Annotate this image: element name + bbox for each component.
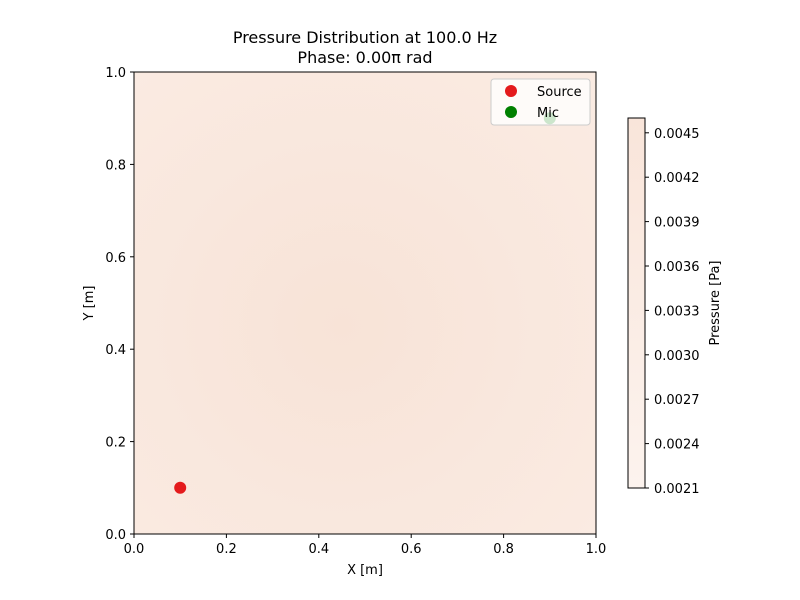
colorbar-tick-label: 0.0045	[654, 127, 700, 142]
y-tick-label: 0.0	[105, 528, 126, 543]
colorbar-tick-label: 0.0024	[654, 438, 700, 453]
legend-source-marker	[505, 85, 517, 97]
pressure-field	[134, 72, 596, 534]
y-tick-label: 0.4	[105, 343, 126, 358]
colorbar-tick-label: 0.0021	[654, 482, 700, 497]
y-tick-label: 1.0	[105, 66, 126, 81]
y-axis-label: Y [m]	[82, 286, 97, 322]
colorbar-label: Pressure [Pa]	[708, 260, 723, 345]
legend-mic-marker	[505, 106, 517, 118]
x-tick-label: 0.6	[401, 542, 422, 557]
legend-source-label: Source	[537, 85, 582, 100]
x-tick-label: 1.0	[586, 542, 607, 557]
legend-mic-label: Mic	[537, 106, 559, 121]
y-tick-label: 0.2	[105, 436, 126, 451]
x-tick-label: 0.2	[216, 542, 237, 557]
colorbar-tick-label: 0.0039	[654, 216, 700, 231]
colorbar-ticks: 0.0045 0.0042 0.0039 0.0036 0.0033 0.0030 0.00…	[645, 127, 700, 497]
x-axis-ticks: 0.0 0.2 0.4 0.6 0.8 1.0	[124, 534, 607, 557]
chart-title-line1: Pressure Distribution at 100.0 Hz	[233, 28, 497, 47]
colorbar-tick-label: 0.0042	[654, 171, 700, 186]
x-tick-label: 0.4	[308, 542, 329, 557]
y-axis-ticks: 0.0 0.2 0.4 0.6 0.8 1.0	[105, 66, 134, 543]
colorbar-tick-label: 0.0036	[654, 260, 700, 275]
plot-frame	[133, 71, 597, 535]
legend: Source Mic	[490, 78, 591, 126]
colorbar-tick-label: 0.0033	[654, 304, 700, 319]
chart-title-line2: Phase: 0.00π rad	[297, 48, 432, 67]
x-tick-label: 0.0	[124, 542, 145, 557]
colorbar-tick-label: 0.0027	[654, 393, 700, 408]
y-tick-label: 0.6	[105, 251, 126, 266]
source-marker	[174, 481, 187, 494]
y-tick-label: 0.8	[105, 158, 126, 173]
x-axis-label: X [m]	[347, 563, 383, 578]
colorbar-tick-label: 0.0030	[654, 349, 700, 364]
colorbar	[627, 117, 646, 489]
x-tick-label: 0.8	[493, 542, 514, 557]
